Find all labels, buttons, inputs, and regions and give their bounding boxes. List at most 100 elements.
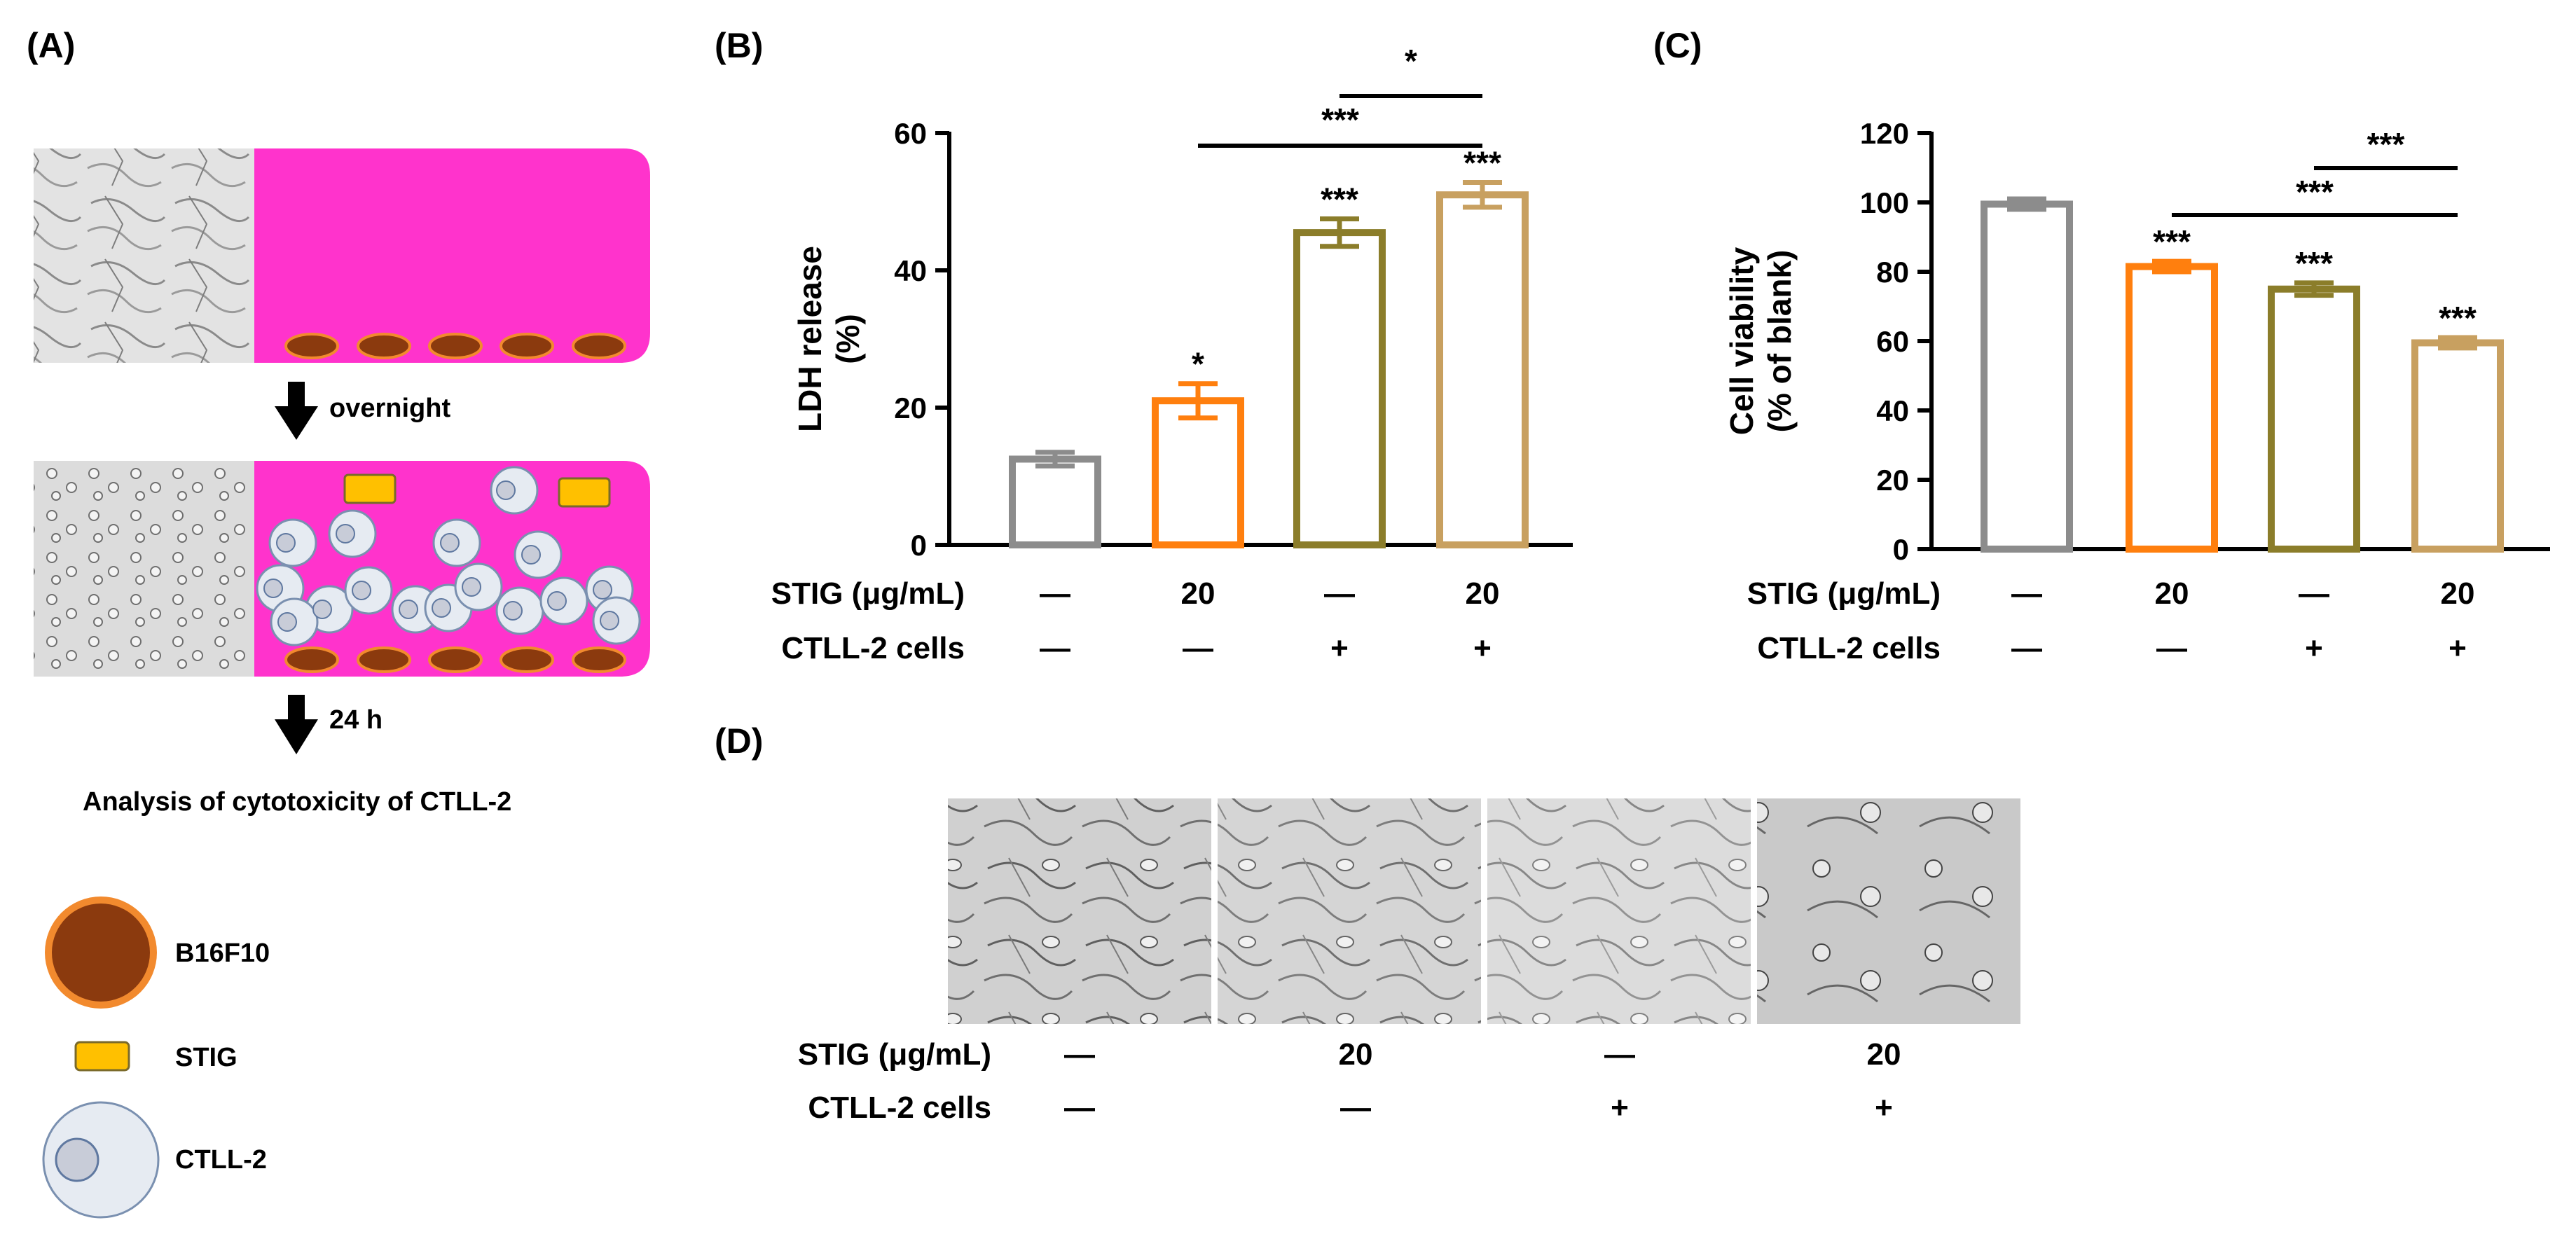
micrograph-strip bbox=[948, 798, 2020, 1024]
bar bbox=[2126, 263, 2218, 553]
condition-cells: + bbox=[1611, 1091, 1629, 1125]
significance-label: *** bbox=[1463, 145, 1501, 181]
step2-label: 24 h bbox=[329, 705, 383, 735]
y-tick-label: 0 bbox=[911, 529, 927, 562]
y-axis-label: Cell viability(% of blank) bbox=[1723, 247, 1798, 435]
y-axis-label-line: Cell viability bbox=[1723, 247, 1760, 435]
analysis-label: Analysis of cytotoxicity of CTLL-2 bbox=[83, 787, 511, 817]
panel-label-a: (A) bbox=[27, 26, 75, 65]
y-tick-label: 60 bbox=[894, 117, 927, 150]
y-tick-label: 40 bbox=[894, 254, 927, 287]
bar bbox=[1009, 455, 1101, 548]
arrow-down-icon bbox=[275, 695, 318, 754]
y-tick-label: 120 bbox=[1860, 117, 1909, 150]
micrograph-stig-ctll2 bbox=[1757, 798, 2020, 1024]
significance-label: * bbox=[1192, 346, 1204, 382]
condition-cells: + bbox=[1473, 631, 1492, 665]
y-axis-label: LDH release(%) bbox=[792, 246, 866, 432]
condition-stig: 20 bbox=[1867, 1037, 1901, 1072]
panel-label-c: (C) bbox=[1653, 26, 1702, 65]
condition-stig: 20 bbox=[2441, 576, 2475, 611]
condition-stig: 20 bbox=[1466, 576, 1500, 611]
schematic-panel: overnight bbox=[34, 148, 650, 1219]
condition-table-c: STIG (μg/mL) CTLL-2 cells — 20 — 20 — — + + bbox=[1747, 576, 2475, 665]
condition-stig: 20 bbox=[1339, 1037, 1373, 1072]
y-tick-label: 40 bbox=[1876, 394, 1909, 427]
legend-item-ctll2: CTLL-2 bbox=[42, 1101, 267, 1219]
row-label-stig: STIG (μg/mL) bbox=[771, 576, 965, 611]
micrograph-control bbox=[948, 798, 1211, 1024]
condition-stig: — bbox=[1604, 1037, 1635, 1072]
condition-cells: — bbox=[2011, 631, 2042, 665]
condition-cells: + bbox=[1875, 1091, 1893, 1125]
y-axis-label-text: Cell viability(% of blank) bbox=[1723, 247, 1798, 435]
condition-cells: — bbox=[1040, 631, 1070, 665]
legend-label-stig: STIG bbox=[175, 1043, 237, 1072]
condition-cells: — bbox=[2156, 631, 2187, 665]
significance-label: *** bbox=[2295, 245, 2333, 282]
y-tick-label: 0 bbox=[1893, 533, 1909, 566]
condition-stig: — bbox=[1040, 576, 1070, 611]
y-axis-label-line: LDH release bbox=[792, 246, 828, 432]
significance-label: *** bbox=[2153, 223, 2191, 260]
legend-item-b16f10: B16F10 bbox=[45, 897, 270, 1009]
b16f10-layer-top bbox=[284, 333, 626, 359]
micrograph-b16f10 bbox=[34, 148, 254, 363]
row-label-cells: CTLL-2 cells bbox=[1757, 631, 1941, 665]
row-label-cells: CTLL-2 cells bbox=[808, 1091, 991, 1125]
condition-cells: + bbox=[2305, 631, 2323, 665]
legend-label-ctll2: CTLL-2 bbox=[175, 1145, 267, 1175]
legend-item-stig: STIG bbox=[74, 1041, 237, 1072]
t-cell-icon bbox=[42, 1101, 160, 1219]
tumor-cell-icon bbox=[45, 897, 157, 1009]
condition-cells: + bbox=[1330, 631, 1349, 665]
comparison-label: *** bbox=[2367, 126, 2405, 162]
row-label-stig: STIG (μg/mL) bbox=[1747, 576, 1941, 611]
condition-stig: — bbox=[1064, 1037, 1095, 1072]
culture-well-top bbox=[254, 148, 650, 363]
y-tick-label: 20 bbox=[894, 392, 927, 424]
bar bbox=[1152, 397, 1244, 549]
micrograph-stig bbox=[1218, 798, 1481, 1024]
arrow-down-icon bbox=[275, 382, 318, 440]
condition-stig: — bbox=[2011, 576, 2042, 611]
condition-stig: 20 bbox=[1181, 576, 1215, 611]
y-tick-label: 80 bbox=[1876, 256, 1909, 289]
legend-label-b16f10: B16F10 bbox=[175, 939, 270, 968]
significance-label: *** bbox=[2439, 300, 2477, 336]
condition-cells: + bbox=[2448, 631, 2467, 665]
y-axis-label-line: (%) bbox=[829, 314, 866, 364]
y-axis-label-line: (% of blank) bbox=[1761, 250, 1798, 433]
ctll2-nuclei bbox=[263, 480, 619, 632]
condition-table-b: STIG (μg/mL) CTLL-2 cells — 20 — 20 — — + + bbox=[771, 576, 1500, 665]
comparison-label: *** bbox=[1321, 102, 1359, 138]
bar bbox=[2411, 339, 2504, 553]
condition-cells: — bbox=[1183, 631, 1213, 665]
row-label-stig: STIG (μg/mL) bbox=[798, 1037, 991, 1072]
condition-cells: — bbox=[1340, 1091, 1371, 1125]
bar bbox=[1436, 191, 1529, 548]
bar bbox=[1293, 229, 1386, 548]
significance-label: *** bbox=[1321, 181, 1358, 218]
y-tick-label: 20 bbox=[1876, 464, 1909, 497]
comparison-label: *** bbox=[2296, 174, 2334, 210]
comparison-label: * bbox=[1405, 43, 1417, 79]
condition-stig: — bbox=[1324, 576, 1355, 611]
condition-table-d: STIG (μg/mL) CTLL-2 cells — 20 — 20 — — + + bbox=[798, 1037, 1901, 1125]
bar bbox=[2268, 285, 2360, 553]
micrograph-coculture bbox=[34, 461, 254, 677]
b16f10-layer-bottom bbox=[284, 646, 626, 673]
condition-stig: — bbox=[2299, 576, 2329, 611]
bar bbox=[1981, 200, 2073, 553]
condition-cells: — bbox=[1064, 1091, 1095, 1125]
y-tick-label: 60 bbox=[1876, 325, 1909, 358]
panel-label-b: (B) bbox=[715, 26, 763, 65]
chart-c-cell-viability: 0 20 40 60 80 100 120 Cell viability(% of blank… bbox=[1723, 117, 2550, 566]
panel-label-d: (D) bbox=[715, 721, 763, 761]
stig-particles bbox=[343, 473, 611, 508]
y-axis-label-text: LDH release(%) bbox=[792, 246, 866, 432]
condition-stig: 20 bbox=[2155, 576, 2189, 611]
row-label-cells: CTLL-2 cells bbox=[781, 631, 965, 665]
stig-particle-icon bbox=[74, 1041, 130, 1072]
